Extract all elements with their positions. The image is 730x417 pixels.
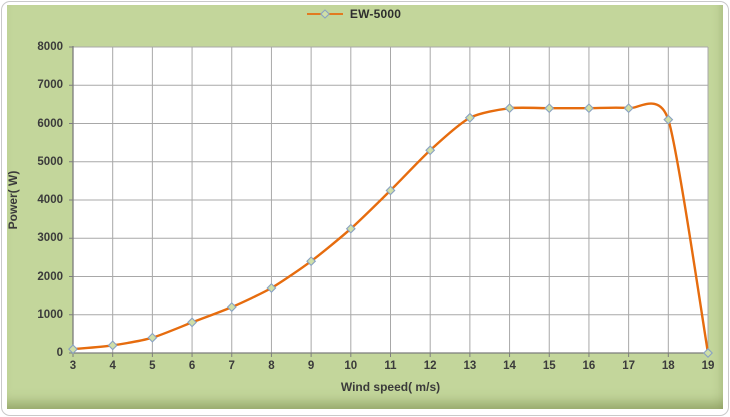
y-tick-label: 8000 (37, 41, 63, 53)
x-tick-label: 15 (542, 360, 556, 372)
x-tick-label: 7 (228, 360, 235, 372)
x-tick-label: 12 (423, 360, 437, 372)
x-tick-label: 6 (188, 360, 196, 372)
x-tick-label: 3 (69, 360, 77, 372)
x-tick-label: 9 (307, 360, 315, 372)
x-tick-label: 17 (622, 360, 636, 372)
x-tick-label: 5 (149, 360, 156, 372)
x-tick-label: 10 (344, 360, 358, 372)
x-axis-title: Wind speed( m/s) (340, 380, 441, 394)
x-tick-label: 14 (503, 360, 516, 372)
legend-label: EW-5000 (349, 7, 402, 21)
x-tick-label: 11 (384, 360, 397, 372)
y-tick-label: 0 (56, 347, 63, 359)
y-tick-label: 6000 (37, 117, 63, 130)
x-tick-label: 13 (463, 360, 477, 372)
legend[interactable]: EW-5000 (0, 7, 718, 21)
y-tick-label: 4000 (37, 194, 63, 206)
y-tick-label: 1000 (37, 308, 63, 321)
x-tick-label: 18 (661, 360, 675, 372)
y-tick-label: 7000 (37, 79, 63, 92)
y-tick-label: 5000 (37, 155, 63, 168)
y-tick-label: 3000 (37, 232, 63, 245)
x-tick-label: 19 (701, 360, 715, 372)
y-axis-title: Power( W) (6, 170, 20, 230)
y-tick-label: 2000 (37, 270, 63, 283)
x-tick-label: 16 (582, 360, 596, 372)
x-tick-label: 4 (109, 360, 116, 372)
x-tick-label: 8 (268, 360, 275, 372)
legend-line-marker-icon (306, 9, 343, 19)
